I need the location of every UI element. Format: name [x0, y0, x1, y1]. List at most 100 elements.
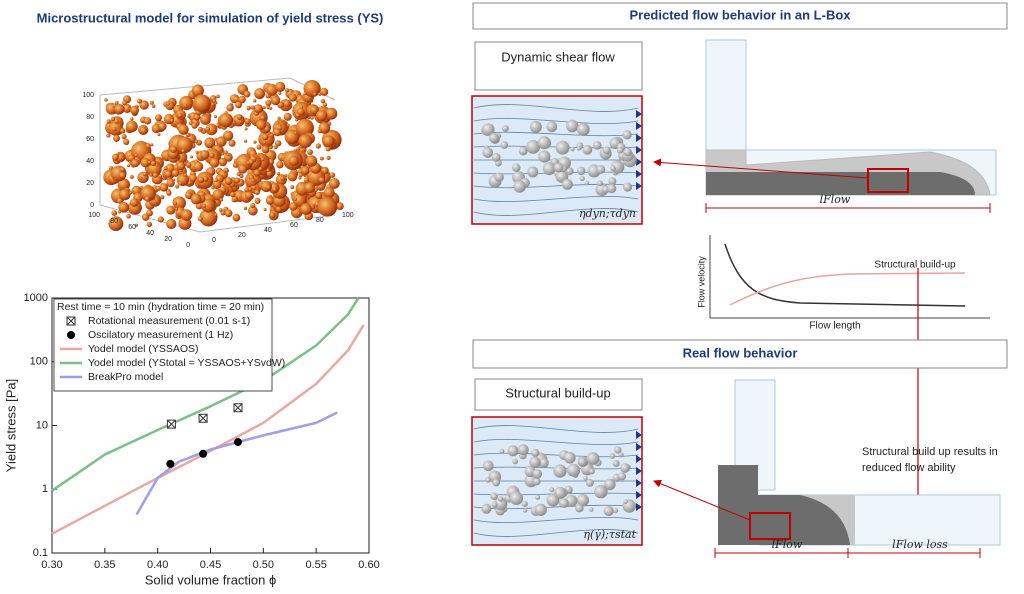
x-tick-label: 0.40 — [147, 559, 168, 571]
particle — [159, 182, 169, 192]
particle — [329, 178, 340, 189]
particle — [200, 149, 210, 160]
particle — [248, 158, 255, 165]
particle — [303, 177, 310, 183]
particle — [295, 118, 315, 137]
particle — [176, 136, 193, 154]
cube-tick: 20 — [164, 236, 172, 243]
legend-key — [66, 316, 76, 326]
particle — [235, 101, 243, 109]
y-axis-label: Yield stress [Pa] — [3, 379, 18, 472]
data-point — [199, 449, 208, 458]
label: Structural build-up — [505, 385, 611, 400]
particle — [244, 187, 250, 193]
particle — [157, 216, 164, 223]
particle — [537, 136, 551, 150]
particle — [513, 180, 526, 193]
cube-tick: 60 — [86, 136, 94, 143]
y-tick-label: 100 — [30, 356, 48, 368]
particle — [618, 452, 624, 458]
particle — [262, 133, 269, 141]
flow-arrow — [636, 146, 642, 154]
particle — [106, 119, 111, 124]
x-tick-label: 0.35 — [94, 559, 115, 571]
particle — [534, 503, 547, 516]
particle — [531, 448, 540, 457]
particle — [199, 208, 218, 227]
params: ηdyn;τdyn — [579, 207, 636, 220]
streamline — [473, 208, 639, 216]
particle — [158, 174, 163, 178]
cube-tick: 100 — [342, 212, 354, 219]
particle — [273, 144, 278, 149]
data-point — [166, 419, 176, 429]
particle — [320, 87, 329, 96]
l-box-top — [653, 39, 997, 213]
cube-tick: 80 — [316, 217, 324, 224]
note: reduced flow ability — [862, 462, 956, 474]
particle — [113, 134, 121, 142]
header: Predicted flow behavior in an L-Box — [629, 7, 851, 22]
particle — [315, 191, 323, 200]
particle — [178, 181, 183, 186]
particle — [517, 444, 529, 456]
cube-tick: 20 — [86, 180, 94, 187]
particle — [265, 99, 272, 106]
particle — [320, 98, 326, 104]
particle — [150, 160, 157, 167]
particle — [589, 507, 594, 512]
particle — [170, 118, 174, 123]
cube-tick: 0 — [90, 202, 94, 209]
particle — [277, 116, 281, 120]
particle — [269, 106, 273, 110]
particle — [584, 180, 590, 186]
particle — [622, 182, 633, 192]
particle — [317, 129, 322, 134]
particle — [122, 103, 132, 113]
particle — [293, 197, 297, 201]
particle — [287, 171, 298, 182]
particle — [509, 491, 524, 505]
flow-arrow — [636, 479, 642, 487]
particle — [265, 83, 278, 96]
particle — [261, 145, 270, 154]
length-label: lFlow — [772, 538, 803, 551]
particle — [296, 107, 305, 116]
particle — [165, 100, 175, 111]
particle — [594, 484, 608, 499]
particle — [522, 508, 528, 513]
particle — [120, 128, 126, 134]
particle — [228, 139, 236, 147]
particle — [192, 94, 211, 113]
particle — [263, 208, 267, 212]
particle-model: 0 20 40 60 80 100 100 80 60 40 20 0 0 20 40 60 80 100 — [82, 77, 354, 249]
left-title: Microstructural model for simulation of … — [37, 10, 384, 25]
particle — [265, 184, 271, 190]
particle — [209, 152, 215, 159]
particle — [209, 157, 220, 168]
axis-label: Flow velocity — [696, 256, 706, 308]
particle — [125, 120, 138, 133]
particle — [283, 112, 292, 121]
particle — [250, 202, 256, 209]
particle — [110, 116, 116, 122]
particle — [223, 152, 233, 162]
particle — [253, 140, 257, 144]
particle — [251, 178, 255, 183]
particle — [151, 104, 156, 108]
particle — [553, 162, 564, 173]
particle — [126, 213, 131, 219]
particle — [218, 157, 227, 167]
streamline — [473, 529, 639, 537]
particle — [169, 145, 178, 154]
particle — [597, 180, 604, 187]
flow-arrow — [636, 503, 642, 511]
cube-tick: 60 — [290, 222, 298, 229]
particle — [166, 218, 177, 230]
particle — [246, 105, 251, 111]
particle — [518, 146, 528, 156]
particle — [323, 187, 335, 199]
particle — [157, 133, 161, 137]
flow-arrow — [636, 467, 642, 475]
